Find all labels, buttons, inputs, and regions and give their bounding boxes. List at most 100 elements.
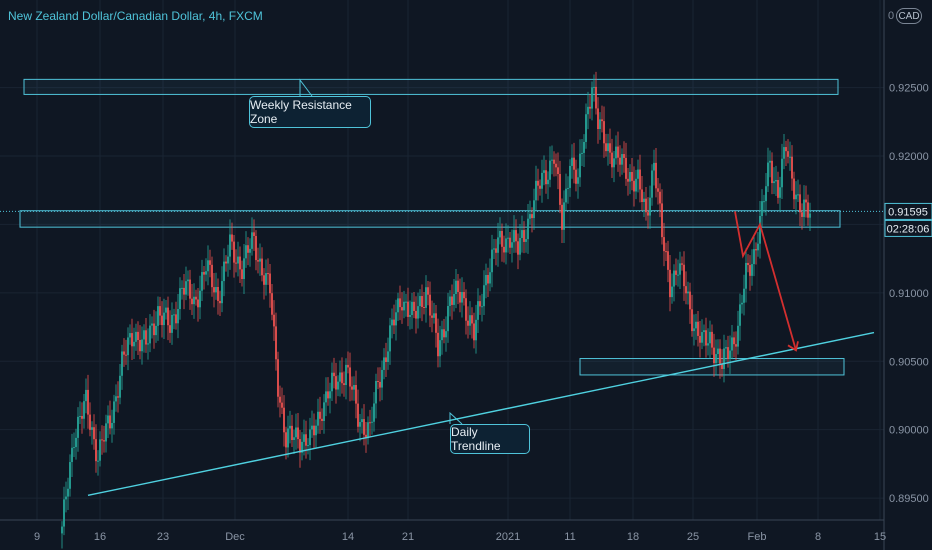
candle-body xyxy=(311,425,313,430)
candle-body xyxy=(631,172,633,181)
candle-body xyxy=(659,191,661,204)
candle-body xyxy=(69,462,71,489)
candle-body xyxy=(195,296,197,300)
candle-body xyxy=(75,437,77,448)
candle-body xyxy=(249,248,251,253)
candle-body xyxy=(787,151,789,157)
candle-body xyxy=(325,391,327,403)
candle-body xyxy=(313,425,315,436)
candle-body xyxy=(685,286,687,294)
candle-body xyxy=(773,181,775,184)
candle-body xyxy=(65,496,67,500)
x-tick-label: 8 xyxy=(815,531,821,543)
candle-body xyxy=(211,264,213,288)
candle-body xyxy=(177,309,179,324)
candle-body xyxy=(85,389,87,402)
candle-body xyxy=(303,434,305,442)
candle-body xyxy=(329,391,331,399)
candle-body xyxy=(343,383,345,386)
candle-body xyxy=(335,376,337,390)
candle-body xyxy=(691,309,693,332)
candle-body xyxy=(529,214,531,219)
candle-body xyxy=(71,447,73,463)
currency-badge[interactable]: CAD xyxy=(896,8,922,24)
candle-body xyxy=(193,296,195,305)
candle-body xyxy=(415,310,417,319)
candle-body xyxy=(309,429,311,446)
candle-body xyxy=(785,147,787,152)
x-tick-label: Dec xyxy=(225,531,245,543)
candle-body xyxy=(247,245,249,253)
candle-body xyxy=(523,230,525,242)
candle-body xyxy=(239,256,241,270)
candle-body xyxy=(407,301,409,317)
candle-body xyxy=(105,423,107,442)
x-tick-label: Feb xyxy=(748,531,767,543)
candle-body xyxy=(391,319,393,326)
candle-body xyxy=(101,439,103,441)
candle-body xyxy=(223,261,225,282)
candle-body xyxy=(495,248,497,253)
candle-body xyxy=(527,218,529,240)
candle-body xyxy=(481,306,483,308)
candle-body xyxy=(499,230,501,238)
resistance-zone-callout[interactable]: Weekly Resistance Zone xyxy=(249,96,371,128)
candle-body xyxy=(705,330,707,346)
candle-body xyxy=(315,425,317,436)
candle-body xyxy=(555,163,557,168)
candle-body xyxy=(265,273,267,285)
candle-body xyxy=(169,325,171,333)
candle-body xyxy=(789,156,791,158)
candle-body xyxy=(765,186,767,202)
candle-body xyxy=(403,301,405,311)
candle-body xyxy=(429,294,431,316)
candle-body xyxy=(89,414,91,430)
daily-trendline-callout[interactable]: Daily Trendline xyxy=(450,424,530,454)
candle-body xyxy=(389,325,391,352)
candle-body xyxy=(649,197,651,216)
candle-body xyxy=(645,198,647,213)
candle-body xyxy=(167,307,169,326)
candle-body xyxy=(735,344,737,347)
candle-body xyxy=(137,331,139,340)
candle-body xyxy=(333,372,335,377)
candle-body xyxy=(61,526,63,534)
candle-body xyxy=(581,152,583,154)
candle-countdown: 02:28:06 xyxy=(887,223,930,235)
y-tick-label: 0.92500 xyxy=(889,83,929,95)
candle-body xyxy=(91,427,93,430)
candle-body xyxy=(201,272,203,291)
candle-body xyxy=(681,263,683,265)
candle-body xyxy=(439,340,441,357)
candle-body xyxy=(469,315,471,326)
candle-body xyxy=(339,372,341,382)
candle-body xyxy=(213,287,215,293)
candle-body xyxy=(583,141,585,153)
candle-body xyxy=(507,237,509,239)
candle-body xyxy=(759,215,761,244)
candle-body xyxy=(245,245,247,259)
candle-body xyxy=(595,86,597,109)
candle-body xyxy=(559,174,561,205)
x-tick-label: 11 xyxy=(564,531,575,543)
candle-body xyxy=(337,381,339,390)
candle-body xyxy=(365,434,367,439)
candle-body xyxy=(737,325,739,347)
candle-body xyxy=(129,333,131,338)
candle-body xyxy=(143,330,145,340)
candle-body xyxy=(387,351,389,363)
candle-body xyxy=(295,427,297,438)
candle-body xyxy=(629,172,631,182)
candle-body xyxy=(135,331,137,342)
candle-body xyxy=(449,296,451,307)
candle-body xyxy=(721,363,723,369)
candle-body xyxy=(573,157,575,170)
candle-body xyxy=(83,401,85,419)
candle-body xyxy=(679,263,681,275)
candle-body xyxy=(197,299,199,308)
candle-body xyxy=(577,177,579,184)
candle-body xyxy=(115,396,117,402)
candle-body xyxy=(271,293,273,315)
